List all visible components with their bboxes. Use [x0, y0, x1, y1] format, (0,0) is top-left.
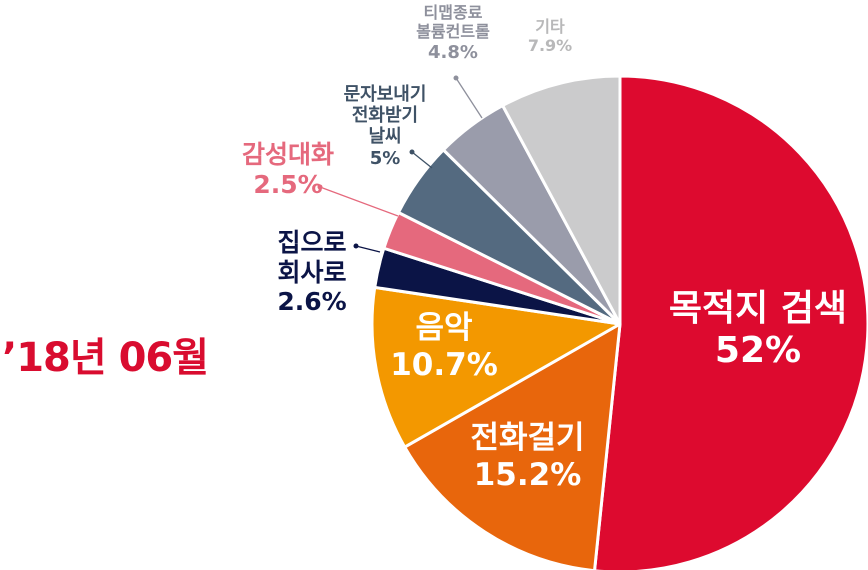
slice-label-name: 문자보내기: [343, 84, 427, 105]
slice-label-name: 목적지 검색: [668, 288, 848, 329]
slice-label-name: 전화걸기: [470, 420, 585, 456]
slice-label-destination-search: 목적지 검색 52%: [648, 288, 868, 373]
slice-label-other: 기타 7.9%: [520, 17, 580, 56]
pie-slice-other: [501, 74, 622, 326]
slice-label-message-call-weather: 문자보내기 전화받기 날씨 5%: [325, 84, 445, 169]
leader-tmap-volume: [455, 77, 483, 119]
slice-label-name: 날씨: [368, 126, 402, 148]
leader-home-office-dot: [353, 243, 359, 249]
slice-label-name: 볼륨컨트롤: [416, 21, 490, 41]
slice-label-name: 기타: [535, 17, 565, 36]
slice-label-value: 15.2%: [473, 456, 582, 493]
slice-label-name: 전화받기: [351, 105, 419, 127]
period-label: ’18년 06월: [2, 335, 209, 381]
slice-label-value: 2.6%: [277, 287, 347, 316]
slice-label-value: 52%: [714, 330, 802, 372]
slice-label-name: 회사로: [277, 257, 347, 287]
slice-label-name: 티맵종료: [423, 3, 483, 22]
slice-label-value: 7.9%: [527, 35, 573, 55]
pie-slice-call: [403, 322, 622, 570]
slice-label-tmap-volume: 티맵종료 볼륨컨트롤 4.8%: [398, 3, 508, 63]
leader-message-call-weather: [411, 151, 433, 169]
slice-label-value: 5%: [369, 147, 401, 169]
slice-label-name: 감성대화: [241, 140, 334, 169]
leader-emotional-talk-dot: [317, 184, 323, 190]
leader-tmap-volume-dot: [453, 75, 459, 81]
slice-label-value: 2.5%: [253, 169, 323, 199]
slice-label-name: 음악: [415, 310, 473, 346]
leader-message-call-weather-dot: [409, 149, 415, 155]
slice-label-name: 집으로: [277, 228, 347, 257]
slice-label-music: 음악 10.7%: [374, 310, 514, 383]
slice-label-value: 10.7%: [390, 346, 498, 383]
slice-label-home-office: 집으로 회사로 2.6%: [252, 228, 372, 317]
leader-emotional-talk: [319, 186, 399, 217]
slice-label-call: 전화걸기 15.2%: [435, 420, 620, 493]
pie-slice-music: [370, 285, 622, 449]
leader-home-office: [355, 245, 381, 253]
slice-label-value: 4.8%: [428, 41, 478, 63]
slice-label-emotional-talk: 감성대화 2.5%: [218, 140, 358, 199]
